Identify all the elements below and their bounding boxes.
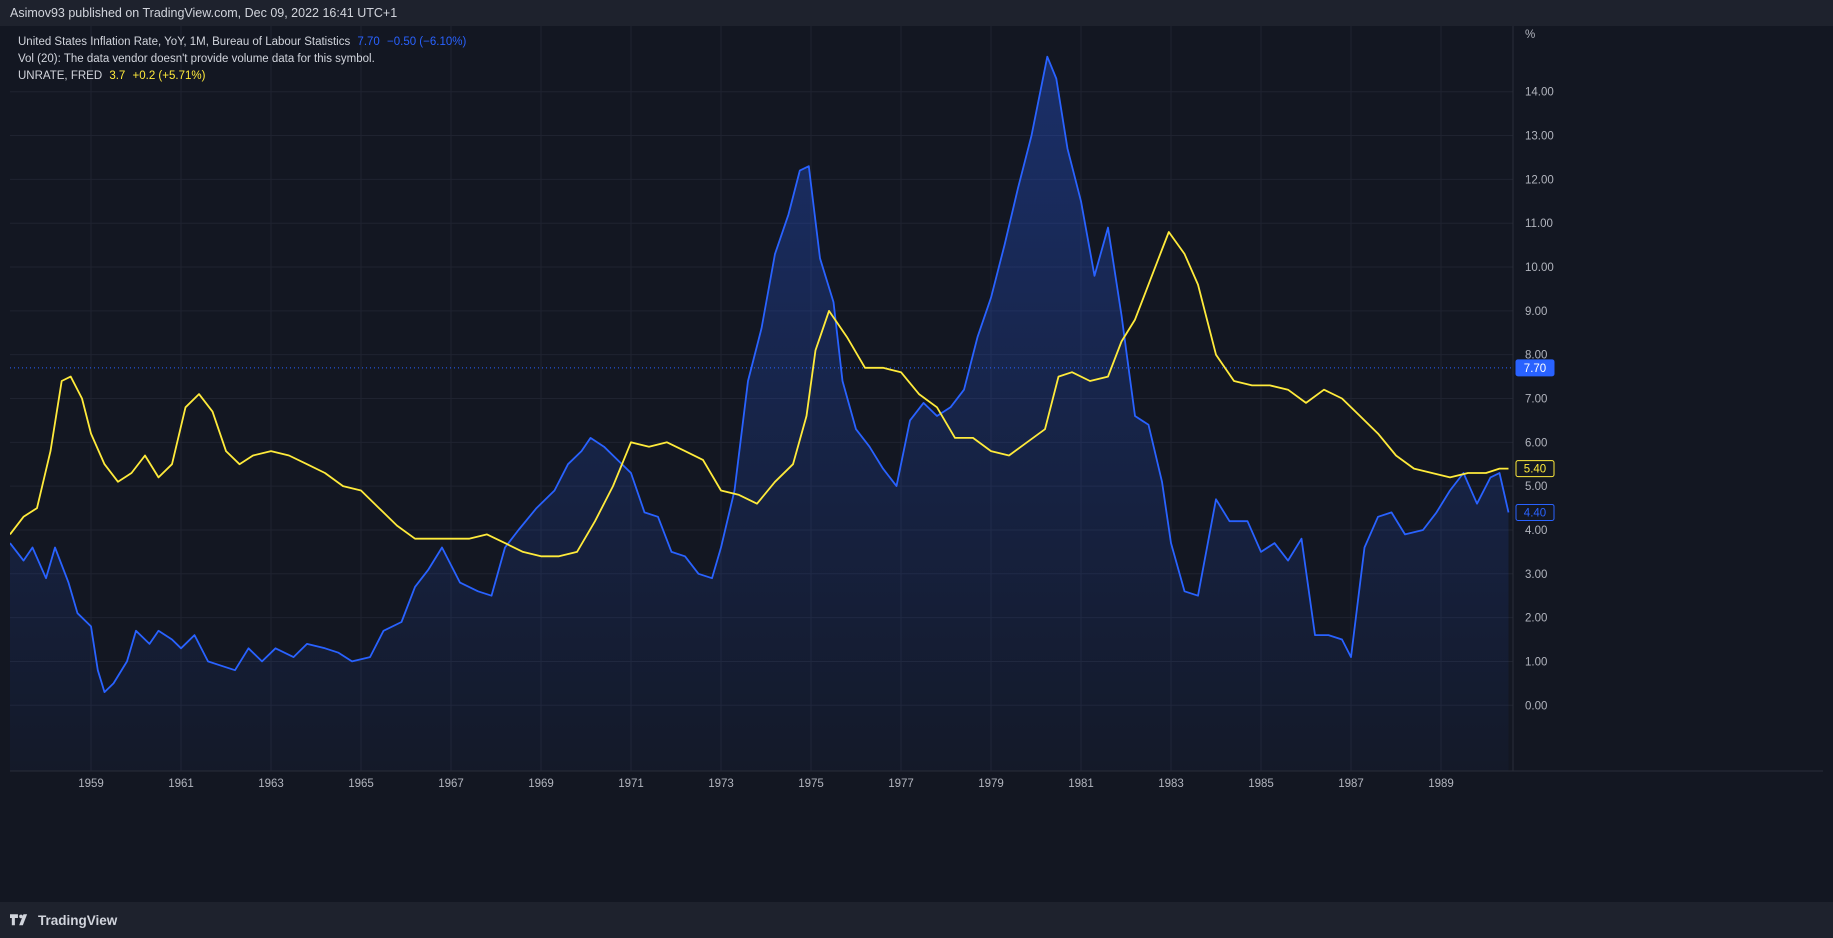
last-value-label-inflation-plot: 4.40 (1524, 507, 1546, 519)
legend-row-inflation[interactable]: United States Inflation Rate, YoY, 1M, B… (18, 34, 470, 51)
price-axis[interactable]: % 0.00 1.00 2.00 3.00 4.00 5.00 6.00 7.00 8.00 9.0… (1512, 26, 1554, 771)
y-tick-label: 10.00 (1525, 262, 1554, 274)
legend-row-unrate[interactable]: UNRATE, FRED 3.7 +0.2 (+5.71%) (18, 68, 470, 85)
x-tick-label: 1967 (438, 778, 464, 790)
y-tick-label: 6.00 (1525, 437, 1547, 449)
y-tick-label: 11.00 (1525, 218, 1553, 230)
x-tick-label: 1959 (78, 778, 104, 790)
x-tick-label: 1969 (528, 778, 554, 790)
chart-area[interactable]: % 0.00 1.00 2.00 3.00 4.00 5.00 6.00 7.00 8.00 9.0… (10, 26, 1823, 902)
legend-unrate-change: +0.2 (+5.71%) (132, 70, 206, 82)
legend-volume-text: Vol (20): The data vendor doesn't provid… (18, 53, 375, 65)
y-tick-label: 7.00 (1525, 394, 1547, 406)
y-tick-label: 3.00 (1525, 569, 1547, 581)
last-value-label-unrate-box (1515, 460, 1555, 478)
x-tick-label: 1965 (348, 778, 374, 790)
y-tick-label: 14.00 (1525, 87, 1554, 99)
x-tick-label: 1983 (1158, 778, 1184, 790)
legend-unrate-name: UNRATE, FRED (18, 70, 103, 82)
y-tick-label: 8.00 (1525, 350, 1547, 362)
series-lines (10, 55, 1510, 693)
x-tick-label: 1977 (888, 778, 914, 790)
tradingview-brand[interactable]: TradingView (10, 913, 117, 928)
x-tick-label: 1975 (798, 778, 824, 790)
y-tick-label: 4.00 (1525, 525, 1547, 537)
inflation-area (10, 56, 1509, 771)
legend-inflation-value: 7.70 (357, 36, 380, 48)
y-tick-label: 12.00 (1525, 174, 1554, 186)
publish-info: Asimov93 published on TradingView.com, D… (10, 6, 398, 20)
x-tick-label: 1973 (708, 778, 734, 790)
x-tick-label: 1963 (258, 778, 284, 790)
y-tick-label: 0.00 (1525, 700, 1547, 712)
tradingview-logo-icon (10, 913, 28, 925)
x-tick-label: 1989 (1428, 778, 1454, 790)
brand-name: TradingView (38, 913, 118, 928)
last-value-label-inflation-plot-box (1515, 503, 1555, 521)
y-tick-label: 13.00 (1525, 131, 1554, 143)
x-tick-label: 1971 (618, 778, 644, 790)
last-value-label-inflation: 7.70 (1524, 363, 1546, 375)
last-value-label-inflation-box (1515, 359, 1555, 377)
x-tick-label: 1979 (978, 778, 1004, 790)
legend-row-volume[interactable]: Vol (20): The data vendor doesn't provid… (18, 51, 470, 68)
y-tick-label: 9.00 (1525, 306, 1547, 318)
chart-legend: United States Inflation Rate, YoY, 1M, B… (18, 34, 470, 85)
x-tick-label: 1987 (1338, 778, 1364, 790)
y-tick-label: 2.00 (1525, 613, 1547, 625)
last-value-label-unrate: 5.40 (1524, 464, 1546, 476)
last-value-labels: 7.70 5.40 4.40 (1515, 359, 1555, 521)
y-tick-label: 1.00 (1525, 656, 1547, 668)
x-tick-label: 1961 (168, 778, 194, 790)
chart-canvas[interactable]: % 0.00 1.00 2.00 3.00 4.00 5.00 6.00 7.00 8.00 9.0… (10, 26, 1823, 902)
legend-inflation-change: −0.50 (−6.10%) (387, 36, 467, 48)
legend-inflation-name: United States Inflation Rate, YoY, 1M, B… (18, 36, 351, 48)
inflation-line (10, 55, 1510, 693)
legend-unrate-value: 3.7 (109, 70, 126, 82)
publish-bar: Asimov93 published on TradingView.com, D… (0, 0, 1833, 26)
x-tick-label: 1985 (1248, 778, 1274, 790)
unemployment-line (10, 231, 1509, 558)
x-tick-label: 1981 (1068, 778, 1094, 790)
time-axis[interactable]: 1959 1961 1963 1965 1967 1969 1971 1973 1975 1977… (10, 770, 1823, 790)
unit-label: % (1525, 29, 1535, 41)
footer-bar: TradingView (0, 902, 1833, 938)
y-tick-label: 5.00 (1525, 481, 1547, 493)
inflation-area-fill (10, 56, 1509, 771)
